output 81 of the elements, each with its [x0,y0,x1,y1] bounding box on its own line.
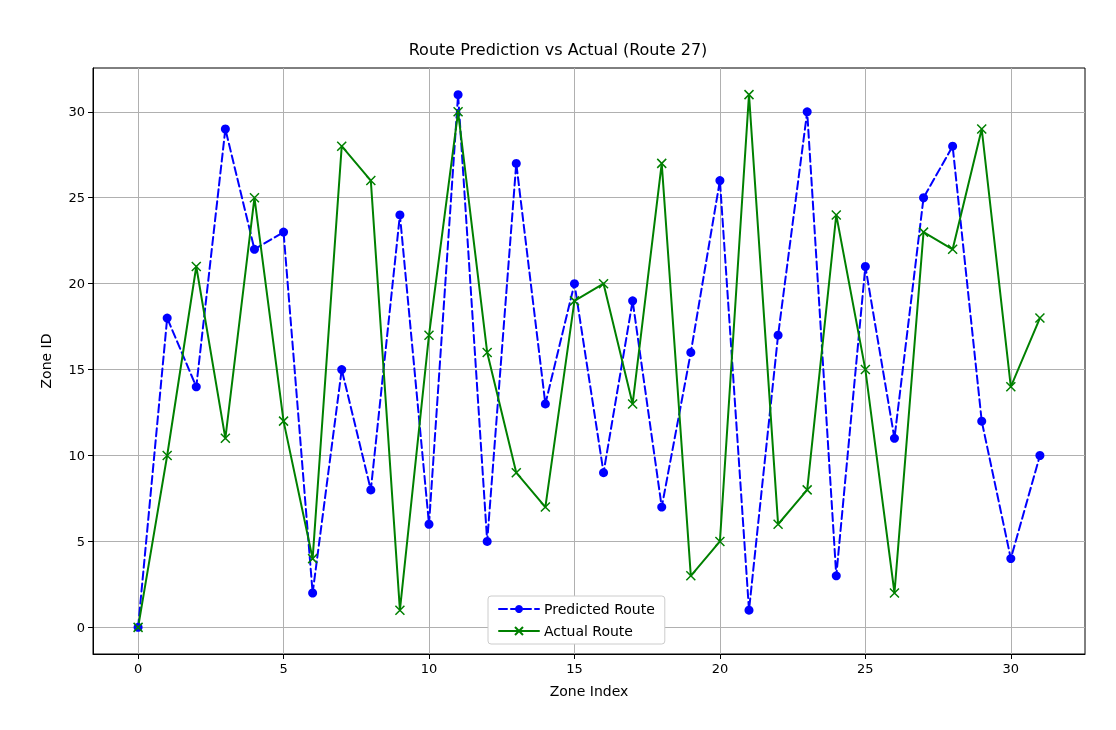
point [598,278,609,289]
point [191,382,201,392]
x-tick-label: 15 [566,661,583,676]
legend-label: Predicted Route [544,601,655,617]
point [1035,451,1045,461]
point [337,365,347,375]
point [860,261,870,271]
y-tick-label: 20 [68,276,85,292]
point [948,141,958,151]
point [743,89,755,100]
point [278,415,289,427]
point [511,158,521,168]
y-axis-title: Zone ID [38,333,54,389]
point [161,450,173,461]
point [918,226,929,238]
point [336,140,347,152]
point [569,295,580,307]
point [947,244,958,255]
point [715,176,725,186]
point [308,588,318,598]
point [191,261,202,272]
x-tick-label: 20 [711,661,729,676]
point [569,279,579,289]
point [744,605,754,615]
point [919,193,929,203]
point [831,209,842,221]
y-tick-label: 15 [68,362,85,378]
point [452,106,464,118]
point [279,227,289,237]
y-tick-label: 5 [76,533,85,549]
point [453,90,463,100]
point [802,107,812,117]
point [657,502,667,512]
point [249,192,260,203]
point [307,553,318,564]
x-tick-label: 5 [279,661,288,676]
legend-label: Actual Route [544,623,633,639]
point [656,158,667,169]
point [628,296,638,306]
point [685,570,697,582]
point [1005,381,1017,393]
point [540,399,550,409]
y-tick-label: 25 [68,190,85,206]
point [249,244,259,254]
point [599,468,609,478]
point [366,485,376,495]
point [831,571,841,581]
point [686,347,696,357]
point [860,364,871,375]
point [976,123,987,135]
x-tick-label: 10 [420,661,438,676]
point [1006,554,1016,564]
point [1034,312,1046,324]
point [511,467,522,478]
point [773,330,783,340]
x-tick-label: 30 [1002,661,1020,676]
point [714,536,726,547]
x-tick-label: 0 [133,661,143,676]
point [423,329,435,341]
x-axis-title: Zone Index [549,683,629,699]
y-tick-label: 10 [68,448,85,464]
point [482,536,492,546]
point [481,347,493,358]
point [162,313,172,323]
point [977,416,987,426]
point [424,519,434,529]
y-tick-label: 30 [68,104,85,120]
point [801,484,813,496]
point [540,501,551,513]
point [772,519,784,530]
point [395,210,405,220]
point [889,587,900,599]
x-tick-label: 25 [857,661,874,676]
point [220,124,230,134]
point [627,398,638,410]
chart-title: Route Prediction vs Actual (Route 27) [408,39,708,59]
point [889,433,899,443]
point [394,604,406,616]
point [220,433,231,444]
y-tick-label: 0 [76,619,85,635]
point [365,175,377,186]
